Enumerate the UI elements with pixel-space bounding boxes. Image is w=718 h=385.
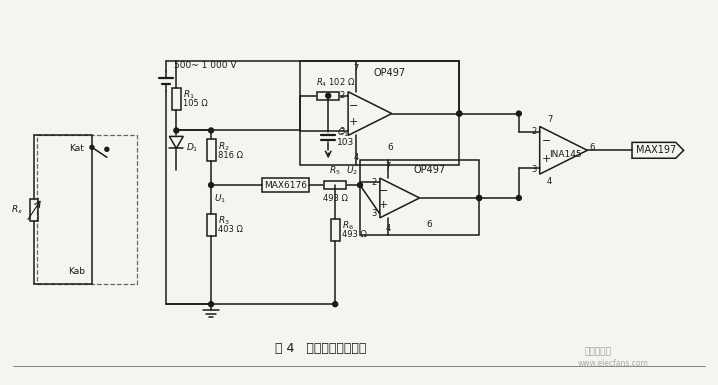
Text: 816 Ω: 816 Ω [218, 151, 243, 160]
Text: 7: 7 [353, 64, 359, 73]
Text: −: − [348, 100, 358, 110]
Text: Kab: Kab [68, 267, 85, 276]
Text: $C_1$: $C_1$ [337, 126, 349, 139]
Text: 3: 3 [531, 165, 537, 174]
Text: 6: 6 [426, 220, 432, 229]
Text: −: − [542, 136, 551, 146]
Bar [300, 61, 460, 165]
Text: 4: 4 [353, 153, 359, 162]
Text: 电子发烧友: 电子发烧友 [585, 347, 612, 357]
Text: OP497: OP497 [373, 68, 406, 78]
Text: $D_1$: $D_1$ [186, 141, 199, 154]
Text: 4: 4 [547, 177, 552, 186]
Text: $R_5$: $R_5$ [330, 165, 341, 177]
Circle shape [90, 146, 94, 149]
Circle shape [209, 182, 213, 187]
Bar [37, 136, 136, 285]
Text: +: + [542, 154, 551, 164]
Text: $R_6$: $R_6$ [342, 219, 354, 232]
Text: $R_3$: $R_3$ [218, 214, 230, 227]
Text: 2: 2 [372, 177, 377, 187]
Text: OP497: OP497 [414, 165, 446, 175]
Polygon shape [169, 136, 183, 148]
Text: $R_x$: $R_x$ [11, 204, 24, 216]
Text: 4: 4 [385, 224, 391, 233]
Bar [317, 92, 339, 100]
Circle shape [358, 182, 363, 187]
Bar [207, 214, 215, 236]
Text: 493 Ω: 493 Ω [322, 194, 348, 203]
Circle shape [209, 128, 213, 133]
Text: $R_4$ 102 Ω: $R_4$ 102 Ω [317, 76, 355, 89]
Text: MAX197: MAX197 [635, 145, 676, 155]
Text: 493 Ω: 493 Ω [342, 230, 367, 239]
Text: Kat: Kat [70, 144, 85, 153]
Text: 7: 7 [385, 162, 391, 171]
Text: 500~ 1 000 V: 500~ 1 000 V [174, 62, 237, 70]
Bar [331, 219, 340, 241]
Text: 7: 7 [547, 114, 552, 124]
Circle shape [174, 128, 179, 133]
Text: $R_2$: $R_2$ [218, 140, 230, 152]
Bar [261, 178, 309, 192]
Circle shape [516, 111, 521, 116]
Bar [360, 160, 479, 235]
Circle shape [105, 147, 109, 151]
Text: 103: 103 [337, 138, 355, 147]
Text: $U_1$: $U_1$ [214, 192, 226, 204]
Circle shape [209, 302, 213, 307]
Bar [172, 88, 181, 110]
Circle shape [457, 111, 462, 116]
Text: 403 Ω: 403 Ω [218, 225, 243, 234]
Circle shape [477, 196, 482, 201]
Circle shape [332, 302, 337, 307]
Circle shape [457, 111, 462, 116]
Text: −: − [379, 186, 388, 196]
Text: www.elecfans.com: www.elecfans.com [578, 359, 648, 368]
Bar [325, 181, 346, 189]
Text: 2: 2 [531, 127, 537, 136]
Circle shape [516, 196, 521, 201]
Text: +: + [348, 117, 358, 127]
Text: $R_1$: $R_1$ [183, 89, 195, 101]
Bar [207, 139, 215, 161]
Text: $U_2$: $U_2$ [346, 165, 358, 177]
Text: 105 Ω: 105 Ω [183, 99, 208, 108]
Text: MAX6176: MAX6176 [264, 181, 307, 189]
Bar [30, 199, 38, 221]
Circle shape [477, 196, 482, 201]
Text: 6: 6 [589, 143, 595, 152]
Text: +: + [379, 200, 388, 210]
Text: 2: 2 [340, 91, 345, 100]
Text: 图 4   绝缘测试电路原理: 图 4 绝缘测试电路原理 [274, 342, 366, 355]
Text: 3: 3 [340, 127, 345, 136]
Text: 3: 3 [371, 209, 377, 218]
Text: 6: 6 [387, 143, 393, 152]
Text: INA145: INA145 [549, 150, 582, 159]
Circle shape [326, 93, 331, 98]
